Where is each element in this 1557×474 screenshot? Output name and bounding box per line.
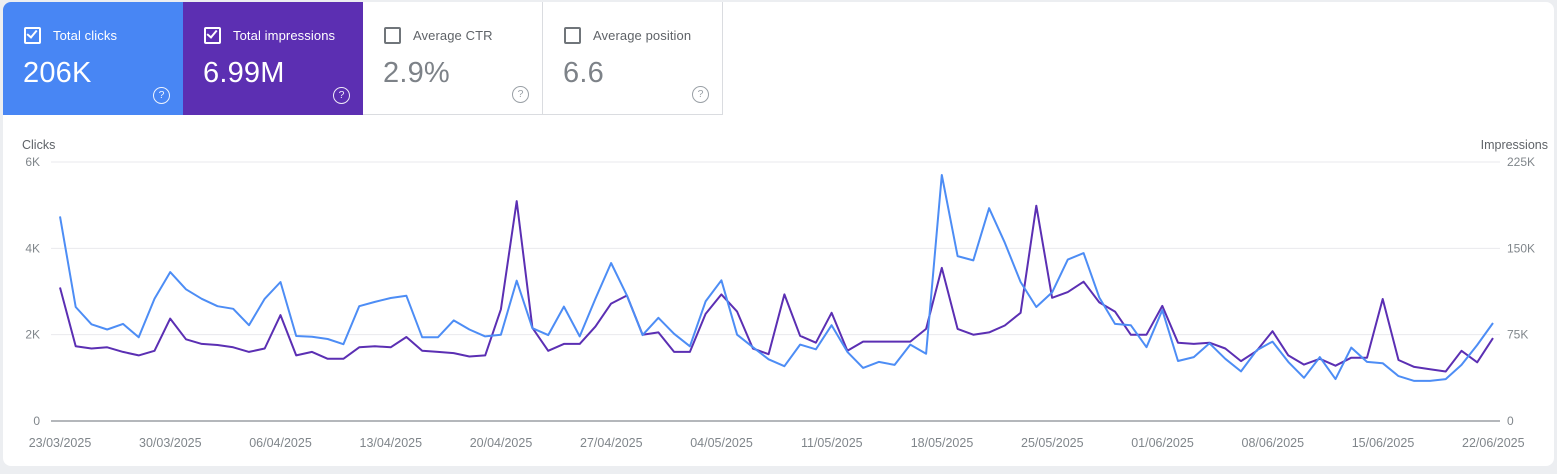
help-icon[interactable]: ? — [333, 87, 350, 104]
y-tick-right: 75K — [1507, 328, 1528, 342]
card-header: Average position — [543, 2, 722, 44]
y-tick-right: 225K — [1507, 155, 1535, 169]
metric-label: Total impressions — [233, 28, 336, 43]
metric-value: 206K — [23, 57, 92, 89]
x-axis-label: 22/06/2025 — [1462, 436, 1525, 450]
help-icon[interactable]: ? — [512, 86, 529, 103]
axis-title-impressions: Impressions — [1481, 138, 1548, 152]
total-clicks-checkbox[interactable] — [24, 27, 41, 44]
x-axis-label: 27/04/2025 — [580, 436, 643, 450]
card-total-clicks[interactable]: Total clicks 206K ? — [3, 2, 183, 115]
performance-panel: Total clicks 206K ? Total impressions 6.… — [3, 2, 1554, 466]
x-axis-label: 01/06/2025 — [1131, 436, 1194, 450]
card-total-impressions[interactable]: Total impressions 6.99M ? — [183, 2, 363, 115]
help-icon[interactable]: ? — [153, 87, 170, 104]
y-tick-right: 150K — [1507, 241, 1535, 255]
help-icon[interactable]: ? — [692, 86, 709, 103]
average-position-checkbox[interactable] — [564, 27, 581, 44]
card-header: Total impressions — [183, 2, 363, 44]
y-tick-left: 4K — [25, 241, 40, 255]
impressions-line[interactable] — [59, 200, 1494, 373]
x-axis-label: 30/03/2025 — [139, 436, 202, 450]
card-header: Total clicks — [3, 2, 183, 44]
x-axis-label: 04/05/2025 — [690, 436, 753, 450]
metric-label: Average position — [593, 28, 692, 43]
x-axis-label: 08/06/2025 — [1242, 436, 1305, 450]
metric-value: 2.9% — [383, 57, 450, 89]
metric-value: 6.99M — [203, 57, 285, 89]
x-axis-label: 18/05/2025 — [911, 436, 974, 450]
metric-cards: Total clicks 206K ? Total impressions 6.… — [3, 2, 723, 115]
y-tick-left: 2K — [25, 328, 40, 342]
metric-label: Total clicks — [53, 28, 118, 43]
total-impressions-checkbox[interactable] — [204, 27, 221, 44]
metric-value: 6.6 — [563, 57, 604, 89]
card-average-ctr[interactable]: Average CTR 2.9% ? — [363, 2, 543, 115]
x-axis-label: 25/05/2025 — [1021, 436, 1084, 450]
performance-chart[interactable]: 6K 225K 4K 150K 2K 75K 0 0 Clicks Impressions 23/0… — [3, 2, 1554, 466]
x-axis-label: 06/04/2025 — [249, 436, 312, 450]
axis-title-clicks: Clicks — [22, 138, 55, 152]
metric-label: Average CTR — [413, 28, 493, 43]
y-tick-right: 0 — [1507, 414, 1514, 428]
x-axis-label: 23/03/2025 — [29, 436, 92, 450]
clicks-line[interactable] — [59, 174, 1494, 382]
x-axis-label: 11/05/2025 — [801, 436, 863, 450]
x-axis-label: 15/06/2025 — [1352, 436, 1415, 450]
card-average-position[interactable]: Average position 6.6 ? — [543, 2, 723, 115]
y-tick-left: 0 — [33, 414, 40, 428]
x-axis-label: 20/04/2025 — [470, 436, 533, 450]
card-header: Average CTR — [363, 2, 542, 44]
average-ctr-checkbox[interactable] — [384, 27, 401, 44]
y-tick-left: 6K — [25, 155, 40, 169]
x-axis-label: 13/04/2025 — [360, 436, 423, 450]
